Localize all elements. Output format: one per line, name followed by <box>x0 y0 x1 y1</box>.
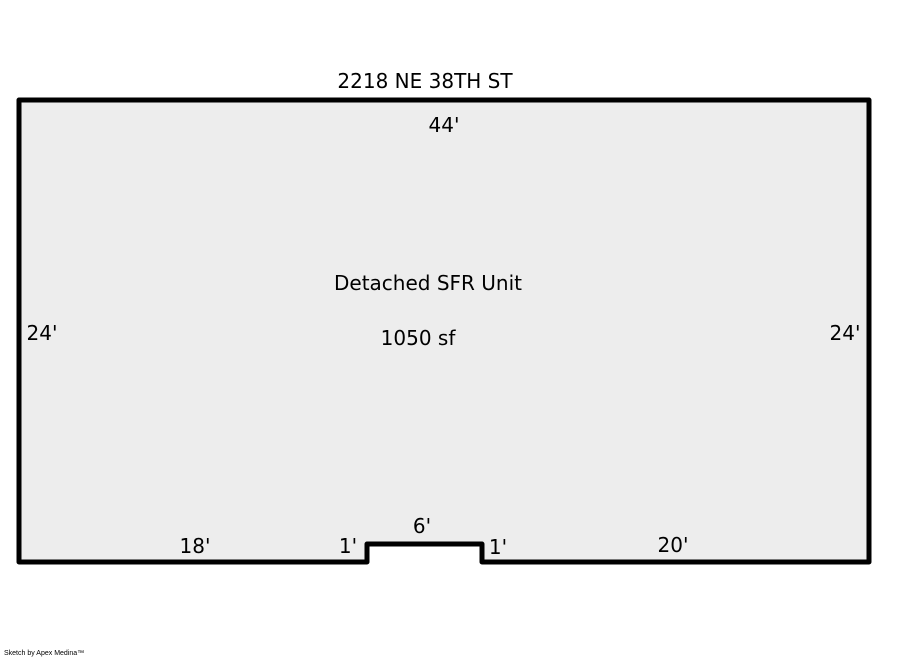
dimension-notch-top: 6' <box>412 514 432 538</box>
building-outline <box>16 97 872 565</box>
dimension-notch-left: 1' <box>338 534 358 558</box>
dimension-bottom-right: 20' <box>657 533 689 557</box>
area-size: 1050 sf <box>380 326 456 350</box>
property-address: 2218 NE 38TH ST <box>337 69 513 93</box>
dimension-top: 44' <box>428 113 460 137</box>
dimension-right: 24' <box>829 321 861 345</box>
dimension-bottom-left: 18' <box>179 534 211 558</box>
area-name: Detached SFR Unit <box>334 271 522 295</box>
dimension-left: 24' <box>26 321 58 345</box>
sketch-credit: Sketch by Apex Medina™ <box>4 650 85 657</box>
dimension-notch-right: 1' <box>488 535 508 559</box>
